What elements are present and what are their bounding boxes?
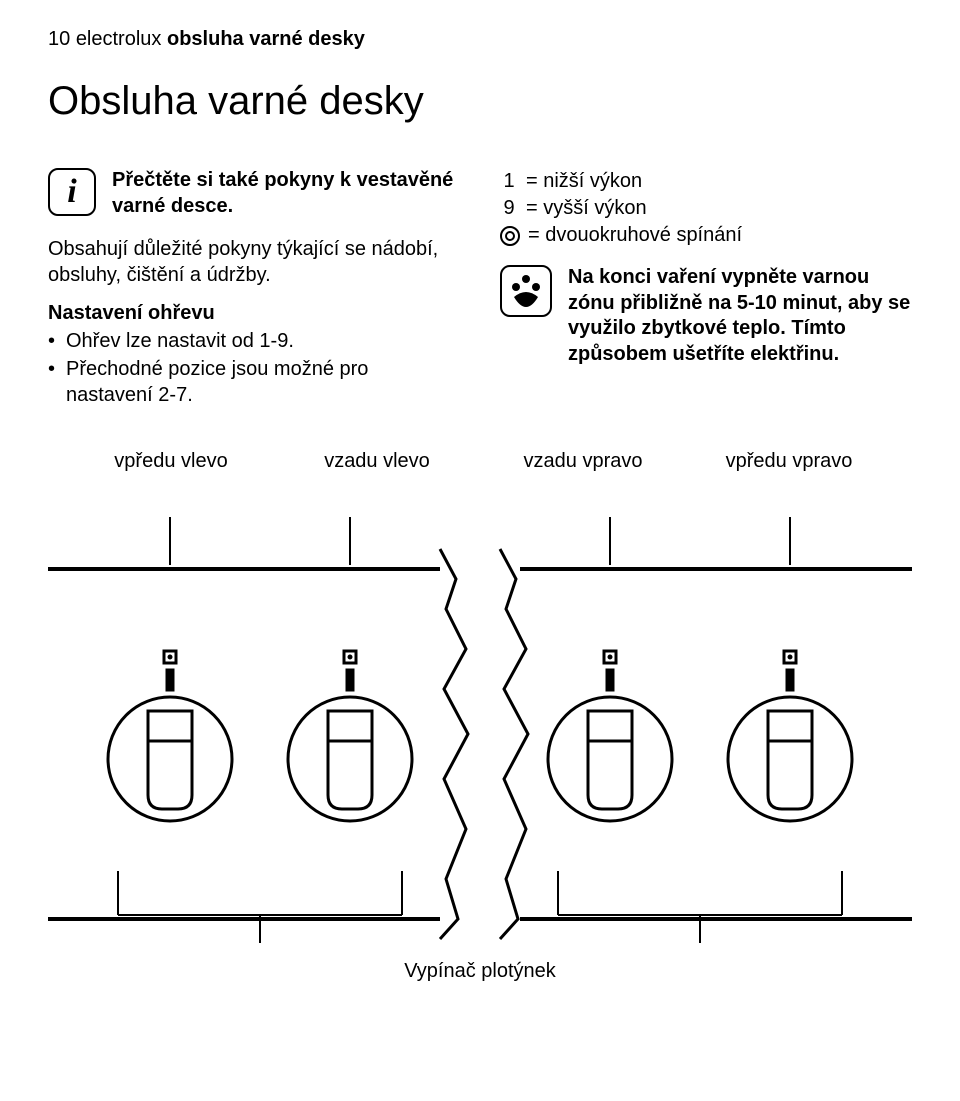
- legend-row: 1 = nižší výkon: [500, 168, 912, 195]
- legend-row: = dvouokruhové spínání: [500, 222, 912, 249]
- legend-text: = nižší výkon: [526, 168, 642, 195]
- knob-label: vpředu vlevo: [68, 450, 274, 473]
- section-title: obsluha varné desky: [167, 28, 365, 50]
- page-header: 10 electrolux obsluha varné desky: [48, 28, 912, 51]
- knob-diagram-svg: [48, 479, 912, 949]
- eco-warning: Na konci vaření vypněte varnou zónu přib…: [500, 265, 912, 367]
- knob-labels: vpředu vlevo vzadu vlevo vzadu vpravo vp…: [68, 450, 892, 473]
- info-block: i Přečtěte si také pokyny k vestavěné va…: [48, 168, 460, 219]
- diagram-caption: Vypínač plotýnek: [48, 960, 912, 983]
- settings-bullets: Ohřev lze nastavit od 1-9. Přechodné poz…: [48, 329, 460, 408]
- diagram: vpředu vlevo vzadu vlevo vzadu vpravo vp…: [48, 450, 912, 983]
- dual-circle-icon: [500, 226, 520, 246]
- info-continuation: Obsahují důležité pokyny týkající se nád…: [48, 237, 460, 288]
- flower-icon: [500, 265, 552, 317]
- page-title: Obsluha varné desky: [48, 79, 912, 124]
- knob-label: vzadu vlevo: [274, 450, 480, 473]
- knob-label: vpředu vpravo: [686, 450, 892, 473]
- settings-subheading: Nastavení ohřevu: [48, 302, 460, 325]
- right-column: 1 = nižší výkon 9 = vyšší výkon = dvouok…: [500, 168, 912, 410]
- eco-warning-text: Na konci vaření vypněte varnou zónu přib…: [568, 265, 912, 367]
- info-intro: Přečtěte si také pokyny k vestavěné varn…: [112, 168, 460, 219]
- legend-row: 9 = vyšší výkon: [500, 195, 912, 222]
- left-column: i Přečtěte si také pokyny k vestavěné va…: [48, 168, 460, 410]
- info-icon: i: [48, 168, 96, 216]
- content-columns: i Přečtěte si také pokyny k vestavěné va…: [48, 168, 912, 410]
- legend-text: = dvouokruhové spínání: [528, 222, 742, 249]
- brand-name: electrolux: [76, 28, 162, 50]
- bullet-item: Přechodné pozice jsou možné pro nastaven…: [48, 357, 460, 408]
- page-number: 10: [48, 28, 70, 50]
- knob-label: vzadu vpravo: [480, 450, 686, 473]
- legend-key: 1: [500, 168, 518, 195]
- bullet-item: Ohřev lze nastavit od 1-9.: [48, 329, 460, 355]
- legend-text: = vyšší výkon: [526, 195, 647, 222]
- legend-key: 9: [500, 195, 518, 222]
